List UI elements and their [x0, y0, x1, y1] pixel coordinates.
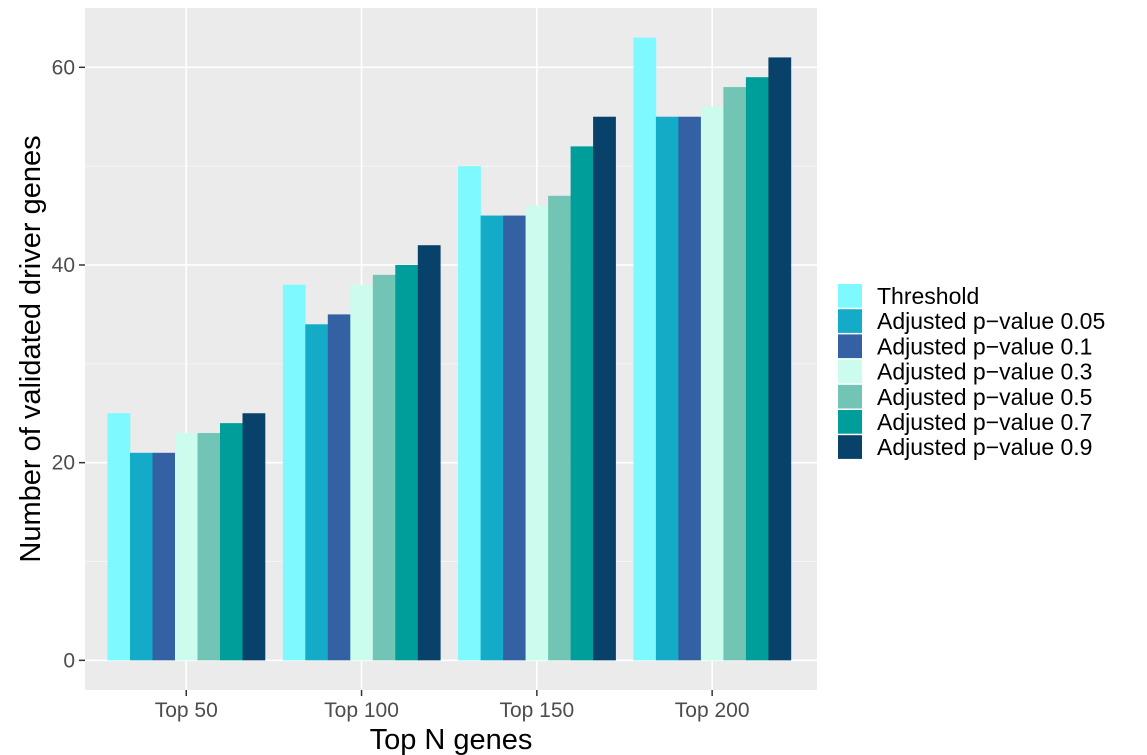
bar [570, 146, 594, 661]
legend-key [838, 359, 862, 384]
bar [395, 264, 419, 661]
legend-label: Adjusted p−value 0.3 [877, 359, 1092, 385]
y-axis: 0 20 40 60 [52, 56, 85, 672]
legend-key [838, 309, 862, 333]
bar [282, 284, 306, 661]
bar [480, 215, 504, 661]
x-tick-label: Top 150 [499, 699, 574, 722]
bar [130, 452, 153, 661]
bar [220, 423, 243, 661]
y-tick-label: 60 [52, 56, 75, 79]
bar [723, 87, 747, 661]
legend-label: Adjusted p−value 0.5 [877, 384, 1092, 410]
bar [417, 245, 441, 661]
bar [372, 274, 396, 661]
x-tick-label: Top 200 [675, 699, 750, 722]
bar [197, 433, 221, 661]
bar [700, 106, 724, 661]
bar [327, 314, 351, 661]
legend-label: Adjusted p−value 0.1 [877, 333, 1092, 359]
bar [525, 205, 549, 661]
bar [242, 413, 266, 661]
bar [175, 433, 198, 661]
legend-label: Adjusted p−value 0.05 [877, 308, 1105, 334]
x-tick-label: Top 50 [155, 699, 218, 722]
bar [107, 413, 131, 661]
legend-key [838, 284, 862, 308]
legend-label: Threshold [877, 283, 979, 309]
x-axis-title: Top N genes [370, 724, 533, 755]
bar [152, 452, 176, 661]
bar [458, 166, 481, 661]
bar [633, 37, 657, 661]
legend-key [838, 410, 862, 434]
bar [593, 116, 616, 661]
bar [350, 284, 374, 661]
bar [548, 195, 571, 661]
x-axis: Top 50 Top 100 Top 150 Top 200 [155, 690, 750, 722]
y-axis-title: Number of validated driver genes [15, 135, 47, 562]
bar [655, 116, 679, 661]
y-tick-label: 20 [52, 452, 75, 475]
bar [305, 324, 329, 661]
legend-key [838, 435, 862, 459]
bar [678, 116, 702, 661]
bar [745, 77, 769, 661]
legend-label: Adjusted p−value 0.9 [877, 434, 1092, 460]
bars [107, 37, 792, 661]
legend-key [838, 384, 862, 409]
legend-label: Adjusted p−value 0.7 [877, 409, 1092, 435]
y-tick-label: 40 [52, 254, 75, 277]
y-tick-label: 0 [63, 649, 75, 672]
bar [503, 215, 526, 661]
bar [768, 57, 792, 661]
legend-key [838, 334, 862, 359]
x-tick-label: Top 100 [324, 699, 399, 722]
